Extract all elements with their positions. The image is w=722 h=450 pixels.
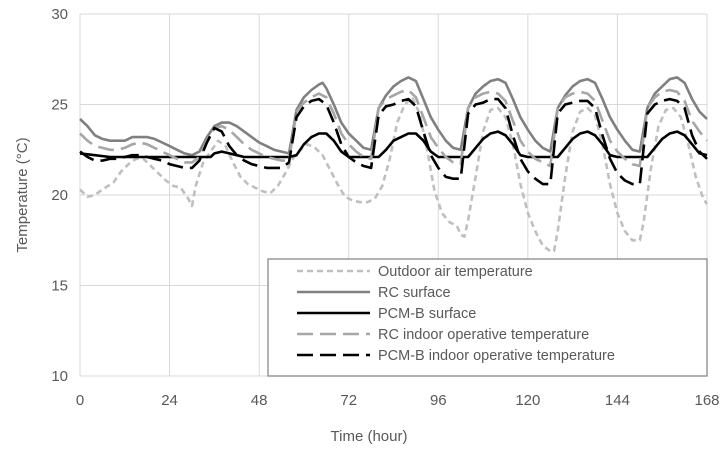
x-axis-title: Time (hour) <box>331 428 408 445</box>
y-tick-label: 15 <box>51 278 68 295</box>
y-tick-label: 20 <box>51 187 68 204</box>
legend-label: PCM-B indoor operative temperature <box>378 348 615 364</box>
y-axis-title: Temperature (°C) <box>14 137 31 252</box>
legend-label: Outdoor air temperature <box>378 264 533 280</box>
tick-labels: 0 24 48 72 96 120 144 168 10 15 20 25 30 <box>51 6 719 409</box>
x-tick-label: 48 <box>251 392 268 409</box>
x-tick-label: 144 <box>605 392 630 409</box>
series-line-4 <box>79 97 708 186</box>
y-tick-label: 25 <box>51 97 68 114</box>
legend-label: PCM-B surface <box>378 306 476 322</box>
legend: Outdoor air temperature RC surface PCM-B s… <box>267 258 708 377</box>
legend-box <box>267 258 708 377</box>
series-line-1 <box>79 76 708 157</box>
x-tick-label: 72 <box>340 392 357 409</box>
x-tick-label: 168 <box>694 392 719 409</box>
x-tick-label: 24 <box>161 392 178 409</box>
x-tick-label: 0 <box>76 392 84 409</box>
series-lines <box>79 76 709 253</box>
series-line-2 <box>79 130 708 159</box>
legend-label: RC surface <box>378 285 451 301</box>
legend-label: RC indoor operative temperature <box>378 327 589 343</box>
x-tick-label: 96 <box>430 392 447 409</box>
y-tick-label: 10 <box>51 368 68 385</box>
series-line-3 <box>79 88 709 168</box>
series-line-0 <box>79 96 709 253</box>
y-tick-label: 30 <box>51 6 68 23</box>
x-tick-label: 120 <box>515 392 540 409</box>
